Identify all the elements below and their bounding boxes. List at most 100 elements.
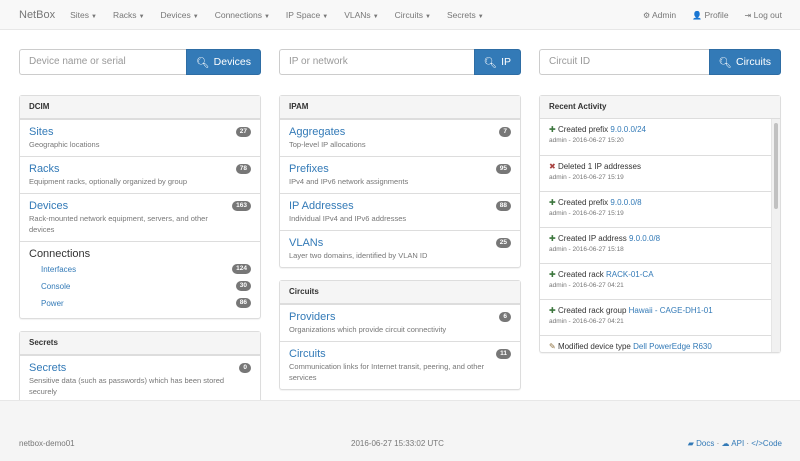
list-item: Racks Equipment racks, optionally organiz… [20, 156, 260, 193]
footer-docs-link[interactable]: Docs [696, 439, 715, 448]
user-icon: 👤 [692, 11, 703, 20]
nav-menu-connections[interactable]: Connections ▼ [214, 9, 270, 20]
gear-icon: ⚙ [642, 11, 651, 20]
panel-dcim: DCIM Sites Geographic locations 27 Racks Equi… [19, 95, 261, 319]
list-item: Interfaces 124 [29, 261, 251, 278]
plus-icon: ✚ [549, 234, 556, 243]
item-link[interactable]: Secrets [29, 362, 67, 374]
item-description: Layer two domains, identified by VLAN ID [289, 251, 428, 260]
search-icon: 🔍︎ [196, 56, 210, 69]
nav-menu-sites[interactable]: Sites ▼ [70, 9, 97, 20]
activity-object-link[interactable]: Dell PowerEdge R630 [633, 342, 712, 351]
list-item: VLANs Layer two domains, identified by VL… [280, 230, 520, 267]
activity-object-link[interactable]: 9.0.0.0/8 [610, 198, 642, 207]
activity-feed: ✚ Created prefix 9.0.0.0/24 admin - 2016-… [540, 119, 780, 352]
panel-recent-activity: Recent Activity ✚ Created prefix 9.0.0.0/… [539, 95, 781, 353]
caret-down-icon: ▼ [322, 13, 329, 20]
item-link[interactable]: Interfaces [41, 265, 77, 274]
nav-profile-link[interactable]: 👤 Profile [692, 10, 729, 20]
nav-menu-ip-space[interactable]: IP Space ▼ [285, 9, 329, 20]
item-link[interactable]: Devices [29, 200, 69, 212]
search-form: Circuit ID 🔍︎ Circuits [539, 49, 781, 75]
count-badge: 6 [499, 312, 511, 322]
item-link[interactable]: Power [41, 299, 64, 308]
nav-admin-link[interactable]: ⚙ Admin [642, 10, 677, 20]
count-badge: 25 [495, 238, 511, 248]
activity-meta: admin - 2016-06-27 04:21 [549, 282, 624, 289]
activity-object-link[interactable]: 9.0.0.0/24 [610, 125, 647, 134]
panel-secrets: Secrets Secrets Sensitive data (such as pa… [19, 331, 261, 404]
search-button[interactable]: 🔍︎ IP [473, 49, 521, 75]
panel-heading: DCIM [20, 96, 260, 119]
count-badge: 95 [495, 164, 511, 174]
nav-menu-secrets[interactable]: Secrets ▼ [446, 9, 484, 20]
item-link[interactable]: Racks [29, 163, 60, 175]
panel-heading: IPAM [280, 96, 520, 119]
connections-group: Connections Interfaces 124 Console 30 Power 86 [20, 241, 260, 318]
search-icon: 🔍︎ [483, 56, 498, 69]
search-input[interactable] [540, 50, 709, 74]
search-icon: 🔍︎ [718, 56, 732, 69]
scrollbar[interactable] [771, 119, 780, 352]
scrollbar-thumb[interactable] [774, 123, 778, 209]
nav-menu-vlans[interactable]: VLANs ▼ [344, 9, 379, 20]
item-link[interactable]: Aggregates [289, 126, 346, 138]
activity-meta: admin - 2016-06-27 15:19 [549, 174, 624, 181]
item-description: Sensitive data (such as passwords) which… [29, 376, 225, 396]
activity-object-link[interactable]: RACK-01-CA [605, 270, 654, 279]
nav-menu-racks[interactable]: Racks ▼ [112, 9, 145, 20]
panel-heading: Recent Activity [540, 96, 780, 119]
plus-icon: ✚ [549, 270, 556, 279]
nav-menu-devices[interactable]: Devices ▼ [160, 9, 199, 20]
caret-down-icon: ▼ [138, 13, 145, 20]
search-field[interactable]: Device name or serial [19, 49, 187, 75]
search-button[interactable]: 🔍︎ Devices [186, 49, 261, 75]
panel-circuits: Circuits Providers Organizations which pro… [279, 280, 521, 390]
item-description: Organizations which provide circuit conn… [289, 325, 447, 334]
search-input[interactable] [280, 50, 474, 74]
list-item: Circuits Communication links for Internet… [280, 341, 520, 389]
count-badge: 86 [235, 298, 251, 308]
search-input[interactable] [20, 50, 187, 74]
count-badge: 30 [235, 281, 251, 291]
book-icon: ▰ [687, 439, 694, 448]
item-link[interactable]: Console [41, 282, 71, 291]
count-badge: 0 [239, 363, 251, 373]
connections-heading: Connections [29, 248, 91, 260]
nav-log-out-link[interactable]: ⇥ Log out [744, 10, 782, 20]
panel-heading: Secrets [20, 332, 260, 355]
item-description: Equipment racks, optionally organized by… [29, 177, 188, 186]
caret-down-icon: ▼ [477, 13, 484, 20]
list-item: Power 86 [29, 295, 251, 312]
logout-icon: ⇥ [744, 11, 752, 20]
list-item: Sites Geographic locations 27 [20, 119, 260, 156]
activity-object-link[interactable]: 9.0.0.0/8 [628, 234, 661, 243]
list-item: Secrets Sensitive data (such as passwords… [20, 355, 260, 403]
item-link[interactable]: Sites [29, 126, 54, 138]
nav-menu-circuits[interactable]: Circuits ▼ [394, 9, 431, 20]
item-description: IPv4 and IPv6 network assignments [289, 177, 409, 186]
count-badge: 88 [495, 201, 511, 211]
footer-api-link[interactable]: API [731, 439, 745, 448]
activity-item: ✖ Deleted 1 IP addresses admin - 2016-06… [540, 155, 771, 191]
item-link[interactable]: Providers [289, 311, 336, 323]
item-link[interactable]: Circuits [289, 348, 326, 360]
activity-item: ✚ Created prefix 9.0.0.0/8 admin - 2016-0… [540, 191, 771, 227]
item-link[interactable]: Prefixes [289, 163, 329, 175]
activity-meta: admin - 2016-06-27 15:19 [549, 210, 624, 217]
activity-meta: admin - 2016-06-27 15:20 [549, 137, 624, 144]
item-link[interactable]: VLANs [289, 237, 324, 249]
activity-item: ✎ Modified device type Dell PowerEdge R6… [540, 335, 771, 352]
footer-code-link[interactable]: Code [762, 439, 782, 448]
brand-logo[interactable]: NetBox [19, 8, 56, 21]
plus-icon: ✚ [549, 125, 556, 134]
search-field[interactable]: IP or network [279, 49, 474, 75]
search-button[interactable]: 🔍︎ Circuits [708, 49, 781, 75]
item-link[interactable]: IP Addresses [289, 200, 354, 212]
activity-object-link[interactable]: Hawaii - CAGE-DH1-01 [628, 306, 713, 315]
item-description: Top-level IP allocations [289, 140, 366, 149]
activity-item: ✚ Created IP address 9.0.0.0/8 admin - 20… [540, 227, 771, 263]
search-field[interactable]: Circuit ID [539, 49, 709, 75]
count-badge: 7 [499, 127, 511, 137]
caret-down-icon: ▼ [424, 13, 431, 20]
